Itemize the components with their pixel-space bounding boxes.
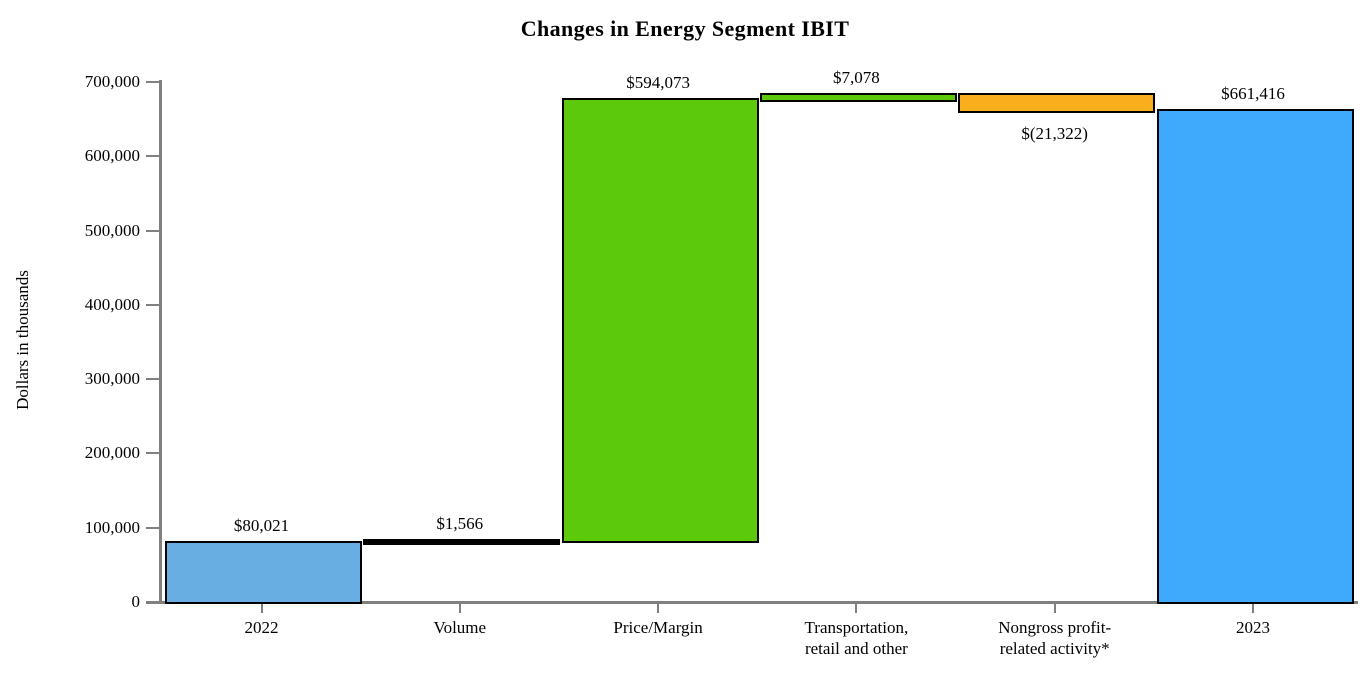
x-tick-mark: [458, 604, 461, 613]
x-tick-mark: [855, 604, 858, 613]
bar-2022: [165, 540, 362, 604]
value-label: $594,073: [626, 73, 690, 93]
y-tick-label: 300,000: [84, 369, 140, 389]
y-tick-mark: [146, 81, 160, 83]
value-label: $80,021: [233, 515, 290, 535]
y-tick-label: 600,000: [84, 146, 140, 166]
value-label: $1,566: [436, 514, 484, 534]
chart-title: Changes in Energy Segment IBIT: [520, 16, 850, 41]
bar-transportation-retail-and-other: [759, 92, 957, 103]
y-tick-mark: [146, 452, 160, 455]
bar-price-margin: [561, 98, 759, 544]
x-tick-mark: [657, 604, 660, 613]
x-category-label: Price/Margin: [613, 618, 703, 637]
y-tick-mark: [146, 229, 160, 232]
y-axis-title: Dollars in thousands: [13, 270, 32, 410]
x-tick-mark: [1053, 604, 1056, 613]
y-tick-mark: [146, 378, 160, 381]
y-tick-label: 400,000: [84, 294, 140, 314]
y-tick-label: 0: [131, 592, 141, 611]
x-category-label: 2022: [244, 618, 279, 637]
value-label: $7,078: [833, 67, 880, 87]
x-axis-line: [146, 601, 1358, 604]
y-tick-mark: [146, 526, 160, 529]
x-category-label: Nongross profit- related activity*: [998, 618, 1112, 658]
x-category-label: Volume: [433, 618, 487, 637]
x-category-label: Transportation, retail and other: [804, 618, 909, 658]
bar-2023: [1156, 108, 1354, 604]
x-tick-mark: [260, 604, 263, 613]
bar-volume: [363, 539, 561, 545]
bar-nongross-profit-related-activity: [958, 92, 1156, 113]
y-tick-label: 500,000: [84, 220, 140, 240]
y-axis-line: [159, 80, 162, 604]
value-label: $(21,322): [1021, 123, 1088, 143]
x-tick-mark: [1252, 604, 1254, 613]
y-tick-mark: [146, 155, 160, 158]
value-label: $661,416: [1221, 83, 1285, 103]
y-tick-label: 700,000: [84, 72, 140, 91]
y-tick-mark: [146, 303, 160, 306]
y-tick-label: 100,000: [84, 517, 140, 537]
x-category-label: 2023: [1236, 618, 1270, 637]
y-tick-label: 200,000: [84, 443, 140, 463]
